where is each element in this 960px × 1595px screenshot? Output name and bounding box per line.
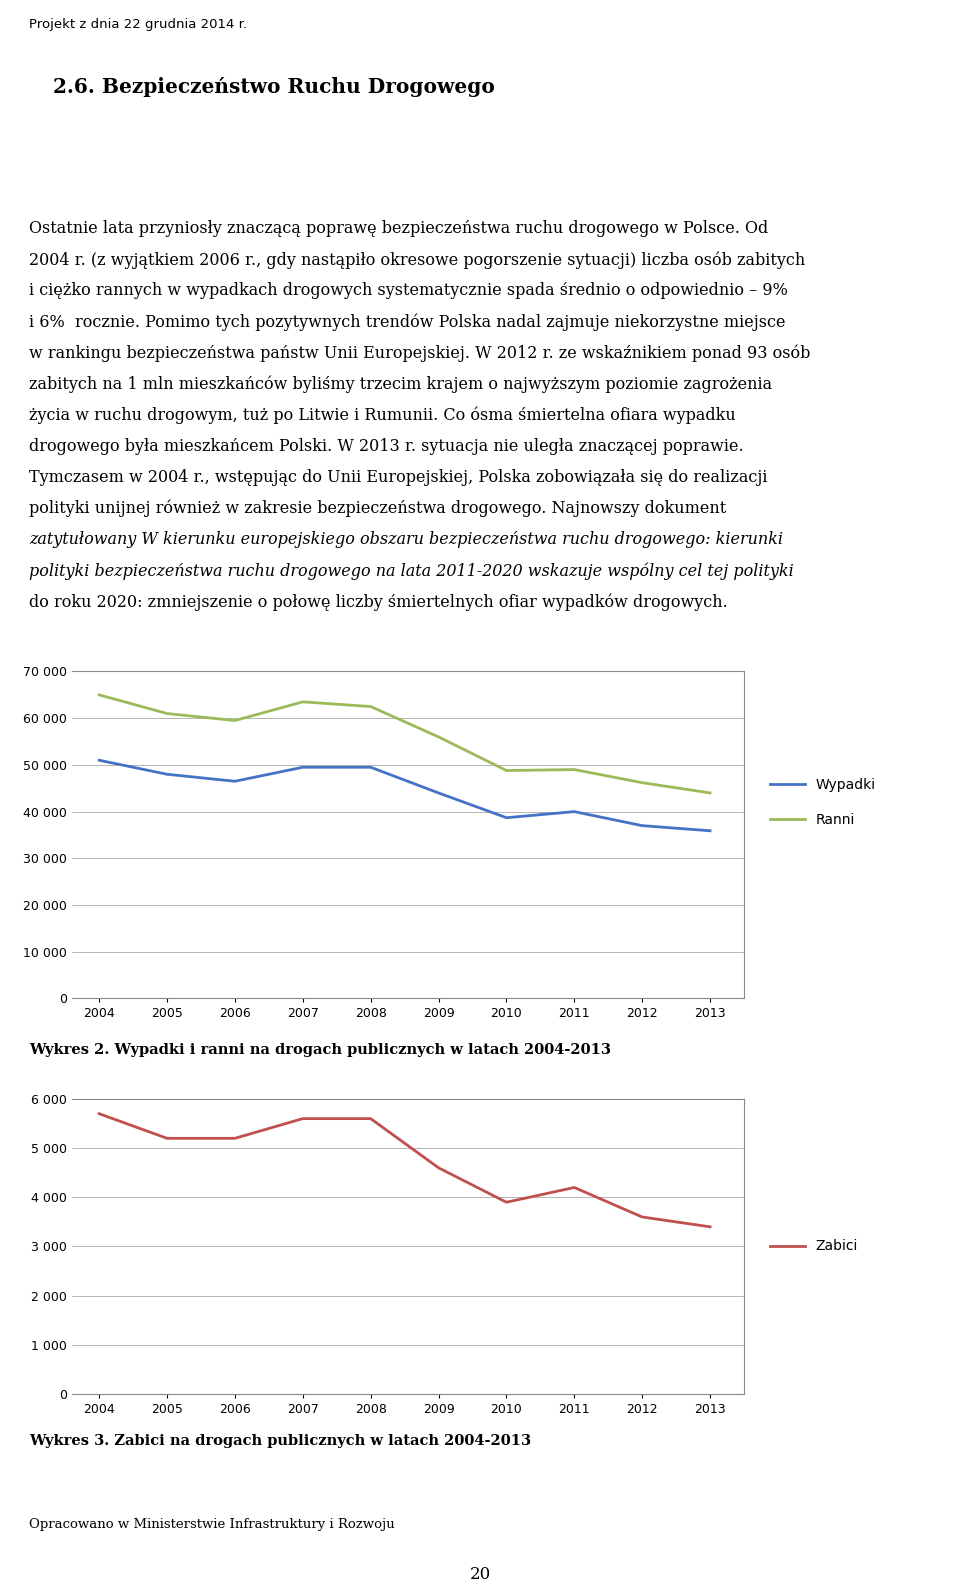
Text: Wykres 2. Wypadki i ranni na drogach publicznych w latach 2004-2013: Wykres 2. Wypadki i ranni na drogach pub…	[29, 1043, 611, 1057]
Text: Opracowano w Ministerstwie Infrastruktury i Rozwoju: Opracowano w Ministerstwie Infrastruktur…	[29, 1518, 395, 1531]
Text: drogowego była mieszkańcem Polski. W 2013 r. sytuacja nie uległa znaczącej popra: drogowego była mieszkańcem Polski. W 201…	[29, 437, 743, 455]
Legend: Wypadki, Ranni: Wypadki, Ranni	[764, 772, 881, 833]
Text: w rankingu bezpieczeństwa państw Unii Europejskiej. W 2012 r. ze wskaźnikiem pon: w rankingu bezpieczeństwa państw Unii Eu…	[29, 345, 810, 362]
Text: zatytułowany W kierunku europejskiego obszaru bezpieczeństwa ruchu drogowego: ki: zatytułowany W kierunku europejskiego ob…	[29, 531, 782, 549]
Text: i ciężko rannych w wypadkach drogowych systematycznie spada średnio o odpowiedni: i ciężko rannych w wypadkach drogowych s…	[29, 282, 787, 300]
Text: 2004 r. (z wyjątkiem 2006 r., gdy nastąpiło okresowe pogorszenie sytuacji) liczb: 2004 r. (z wyjątkiem 2006 r., gdy nastąp…	[29, 250, 805, 268]
Text: i 6%  rocznie. Pomimo tych pozytywnych trendów Polska nadal zajmuje niekorzystne: i 6% rocznie. Pomimo tych pozytywnych tr…	[29, 313, 785, 330]
Text: 2.6. Bezpieczeństwo Ruchu Drogowego: 2.6. Bezpieczeństwo Ruchu Drogowego	[53, 77, 494, 97]
Text: polityki bezpieczeństwa ruchu drogowego na lata 2011-2020 wskazuje wspólny cel t: polityki bezpieczeństwa ruchu drogowego …	[29, 561, 794, 579]
Text: 20: 20	[469, 1566, 491, 1584]
Legend: Zabici: Zabici	[764, 1235, 864, 1258]
Text: Projekt z dnia 22 grudnia 2014 r.: Projekt z dnia 22 grudnia 2014 r.	[29, 18, 247, 30]
Text: Ostatnie lata przyniosły znaczącą poprawę bezpieczeństwa ruchu drogowego w Polsc: Ostatnie lata przyniosły znaczącą popraw…	[29, 220, 768, 238]
Text: Wykres 3. Zabici na drogach publicznych w latach 2004-2013: Wykres 3. Zabici na drogach publicznych …	[29, 1434, 531, 1448]
Text: do roku 2020: zmniejszenie o połowę liczby śmiertelnych ofiar wypadków drogowych: do roku 2020: zmniejszenie o połowę licz…	[29, 593, 728, 611]
Text: polityki unijnej również w zakresie bezpieczeństwa drogowego. Najnowszy dokument: polityki unijnej również w zakresie bezp…	[29, 499, 726, 517]
Text: Tymczasem w 2004 r., wstępując do Unii Europejskiej, Polska zobowiązała się do r: Tymczasem w 2004 r., wstępując do Unii E…	[29, 469, 767, 486]
Text: zabitych na 1 mln mieszkańców byliśmy trzecim krajem o najwyższym poziomie zagro: zabitych na 1 mln mieszkańców byliśmy tr…	[29, 375, 772, 392]
Text: życia w ruchu drogowym, tuż po Litwie i Rumunii. Co ósma śmiertelna ofiara wypad: życia w ruchu drogowym, tuż po Litwie i …	[29, 407, 735, 424]
